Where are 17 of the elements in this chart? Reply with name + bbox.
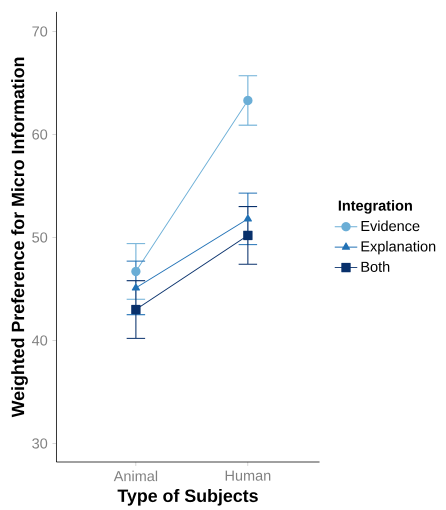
legend-title: Integration [338,200,412,214]
point [243,230,252,240]
point [131,304,140,314]
x-tick-label: Animal [114,470,158,482]
y-tick-label: 30 [32,438,48,449]
y-tick-label: 40 [32,335,48,346]
point [131,266,140,276]
y-tick-label: 60 [32,129,48,140]
point [243,96,252,106]
y-axis-title: Weighted Preference for Micro Information [11,58,28,418]
legend-label: Both [361,261,390,272]
y-tick-label: 70 [32,26,48,37]
x-axis-title: Type of Subjects [118,488,258,506]
legend-label: Evidence [361,220,420,232]
legend-label: Explanation [361,240,436,254]
x-tick-label: Human [226,470,270,481]
y-tick-label: 50 [32,232,48,243]
